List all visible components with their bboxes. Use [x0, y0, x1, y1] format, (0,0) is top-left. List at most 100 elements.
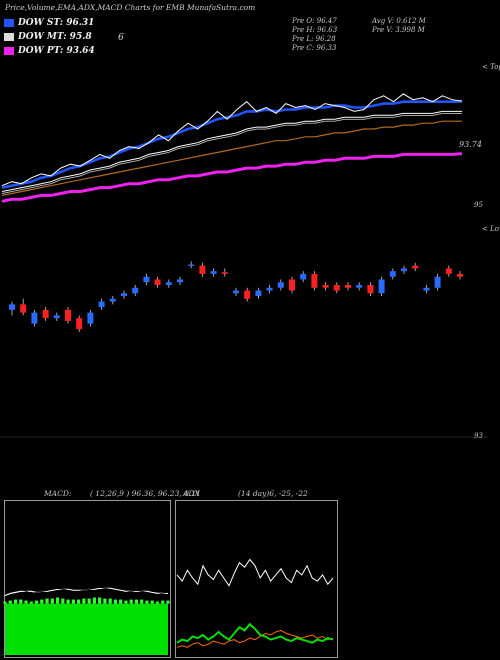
macd-params: ( 12,26,9 ) 96.36, 96.23, 0.11	[90, 489, 201, 498]
candle-body	[434, 276, 441, 288]
legend-st: DOW ST: 96.31	[4, 17, 94, 28]
candle-body	[378, 279, 385, 294]
minus-di-line	[176, 629, 334, 648]
prev-high: Pre H: 96.63	[292, 26, 338, 34]
macd-histogram-bar	[55, 597, 60, 604]
macd-histogram-bar	[77, 599, 81, 604]
candle-body	[210, 271, 217, 274]
candle-body	[333, 284, 340, 291]
macd-histogram-bar	[134, 599, 139, 604]
candle-body	[154, 279, 161, 285]
candle-body	[98, 301, 105, 308]
macd-histogram-bar	[40, 599, 44, 604]
candle-body	[42, 309, 49, 319]
macd-histogram-bar	[92, 597, 96, 604]
candle-body	[87, 312, 94, 324]
tops-label: < Tops	[482, 63, 500, 71]
adx-line	[176, 558, 334, 587]
candle-body	[300, 273, 307, 280]
candle-body	[165, 282, 172, 285]
lows-label: < Lows	[482, 225, 500, 233]
chart-title: Price,Volume,EMA,ADX,MACD Charts for EMB…	[5, 3, 256, 12]
candle-body	[423, 287, 430, 291]
candle-body	[367, 284, 374, 294]
candle-body	[76, 318, 83, 330]
candle-body	[401, 268, 407, 272]
macd-histogram-bar	[166, 600, 170, 604]
candle-body	[109, 298, 116, 302]
legend-mt: DOW MT: 95.8	[4, 31, 92, 42]
macd-histogram-bar	[145, 600, 149, 604]
macd-histogram-bar	[19, 599, 23, 604]
macd-histogram-bar	[124, 600, 128, 604]
candle-body	[9, 304, 15, 310]
ema-long-line	[1, 120, 462, 196]
candle-body	[277, 282, 284, 288]
legend-pt-swatch	[4, 46, 14, 55]
close-price-line	[1, 93, 463, 187]
candle-body	[221, 272, 228, 274]
candle-body	[244, 290, 251, 299]
legend-st-label: DOW ST: 96.31	[18, 17, 95, 28]
price-level-95: 95	[474, 201, 483, 209]
candle-body	[65, 309, 71, 321]
candle-body	[233, 290, 239, 294]
candle-body	[311, 273, 318, 288]
macd-histogram-bar	[66, 599, 70, 604]
candle-body	[199, 265, 206, 274]
adx-params: (14 day)6, -25, -22	[238, 489, 308, 498]
candle-body	[177, 279, 183, 283]
ema-mid-line	[1, 112, 462, 194]
ema-mid-line-2	[1, 110, 462, 192]
candle-body	[20, 304, 27, 313]
macd-histogram-bar	[87, 598, 91, 604]
macd-histogram-bar	[82, 598, 86, 604]
legend-mt-swatch	[4, 32, 14, 41]
prev-low: Pre L: 96.28	[292, 35, 336, 43]
macd-histogram-bar	[45, 598, 49, 604]
macd-histogram-bar	[50, 598, 54, 604]
candle-body	[31, 312, 38, 324]
macd-histogram-bar	[61, 598, 65, 604]
macd-histogram-bar	[113, 599, 118, 604]
prev-ohlc: Pre O: 96.47 Pre H: 96.63 Pre L: 96.28 P…	[292, 17, 337, 53]
candle-body	[322, 284, 329, 288]
macd-histogram-bar	[29, 601, 33, 604]
legend-pt: DOW PT: 93.64	[4, 45, 95, 56]
ema-short-line	[1, 100, 463, 189]
macd-histogram-bar	[103, 598, 107, 604]
legend-st-swatch	[4, 18, 14, 27]
macd-histogram-bar	[161, 600, 165, 604]
macd-histogram-bar	[108, 598, 112, 604]
macd-histogram-bar	[13, 599, 18, 604]
prev-close: Pre C: 96.33	[292, 44, 337, 52]
macd-line	[4, 586, 169, 595]
macd-histogram-bar	[71, 599, 75, 604]
macd-histogram-bar	[129, 599, 133, 604]
macd-title: MACD:	[44, 489, 72, 498]
legend-pt-label: DOW PT: 93.64	[18, 45, 95, 56]
candle-body	[445, 268, 452, 274]
macd-histogram-bar	[3, 601, 7, 604]
plus-di-line	[176, 622, 334, 644]
candle-body	[412, 265, 419, 269]
candle-body	[266, 287, 273, 291]
adx-title: ADX	[183, 489, 200, 498]
prev-open: Pre O: 96.47	[292, 17, 337, 25]
candle-body	[143, 276, 150, 283]
legend-mt-label: DOW MT: 95.8	[18, 31, 92, 42]
macd-histogram-bar	[140, 599, 144, 604]
macd-histogram-bar	[150, 600, 154, 604]
candle-body	[255, 290, 262, 297]
macd-area	[5, 603, 168, 655]
prev-volume: Pre V: 3.998 M	[372, 26, 425, 34]
macd-histogram-bar	[24, 600, 28, 604]
legend-extra-number: 6	[118, 33, 124, 43]
candle-body	[345, 284, 351, 288]
candle-body	[188, 264, 195, 267]
candle-body	[121, 293, 127, 297]
macd-histogram-bar	[119, 599, 123, 604]
macd-histogram-bar	[98, 597, 102, 604]
candle-body	[356, 284, 363, 288]
